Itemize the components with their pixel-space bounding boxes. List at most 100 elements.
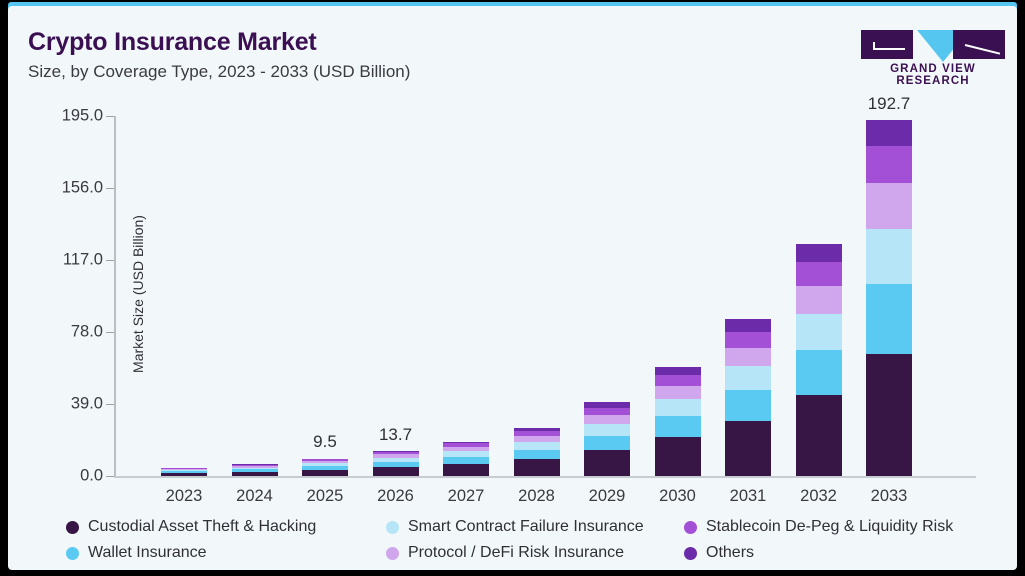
bar-segment[interactable] — [795, 244, 842, 262]
bar-segment[interactable] — [443, 456, 489, 464]
bar-segment[interactable] — [725, 420, 771, 476]
bar-segment[interactable] — [725, 332, 771, 348]
bar-segment[interactable] — [654, 437, 701, 476]
bar-segment[interactable] — [795, 285, 842, 315]
x-axis-line — [114, 476, 976, 478]
bar-segment[interactable] — [372, 461, 419, 467]
y-axis-tick-mark — [106, 116, 114, 117]
bar-segment[interactable] — [443, 441, 489, 444]
bar-segment[interactable] — [231, 469, 278, 472]
bar-segment[interactable] — [161, 471, 207, 473]
bar-2025[interactable] — [302, 458, 348, 476]
bar-segment[interactable] — [302, 458, 348, 460]
bar-2033[interactable] — [866, 120, 912, 476]
bar-segment[interactable] — [161, 467, 207, 469]
bar-segment[interactable] — [443, 451, 489, 457]
bar-segment[interactable] — [443, 443, 489, 447]
bar-2029[interactable] — [584, 402, 630, 476]
bar-segment[interactable] — [866, 182, 912, 229]
bar-segment[interactable] — [654, 386, 701, 400]
legend-item[interactable]: Protocol / DeFi Risk Insurance — [386, 544, 624, 562]
legend-item[interactable]: Smart Contract Failure Insurance — [386, 518, 644, 536]
bar-2026[interactable] — [372, 450, 419, 476]
chart-legend: Custodial Asset Theft & Hacking Wallet In… — [66, 518, 1006, 570]
bar-segment[interactable] — [302, 461, 348, 464]
logo-right-block-icon — [953, 30, 1005, 59]
bar-segment[interactable] — [866, 284, 912, 355]
bar-2024[interactable] — [231, 464, 278, 476]
bar-2028[interactable] — [513, 428, 560, 476]
bar-segment[interactable] — [443, 446, 489, 452]
bar-segment[interactable] — [513, 442, 560, 450]
legend-item[interactable]: Wallet Insurance — [66, 544, 207, 562]
bar-segment[interactable] — [513, 428, 560, 432]
bar-2023[interactable] — [161, 467, 207, 476]
bar-segment[interactable] — [231, 464, 278, 465]
bar-segment[interactable] — [161, 468, 207, 470]
legend-label: Stablecoin De-Peg & Liquidity Risk — [706, 518, 954, 535]
bar-segment[interactable] — [725, 366, 771, 391]
x-axis-tick-label: 2033 — [870, 487, 908, 505]
bar-segment[interactable] — [161, 469, 207, 472]
bar-segment[interactable] — [231, 467, 278, 470]
bar-segment[interactable] — [372, 450, 419, 452]
bar-segment[interactable] — [584, 435, 630, 451]
bar-segment[interactable] — [654, 415, 701, 438]
grand-view-research-logo: GRAND VIEW RESEARCH — [853, 30, 1013, 87]
bar-segment[interactable] — [372, 454, 419, 458]
bar-segment[interactable] — [795, 261, 842, 286]
legend-label: Smart Contract Failure Insurance — [408, 518, 644, 535]
bar-segment[interactable] — [795, 394, 842, 476]
bar-segment[interactable] — [795, 350, 842, 395]
legend-label: Wallet Insurance — [88, 544, 207, 561]
bar-segment[interactable] — [513, 449, 560, 460]
bar-segment[interactable] — [302, 469, 348, 476]
bar-segment[interactable] — [161, 472, 207, 476]
bar-value-label: 13.7 — [378, 424, 413, 444]
bar-segment[interactable] — [372, 457, 419, 462]
bar-2031[interactable] — [725, 319, 771, 476]
bar-segment[interactable] — [795, 314, 842, 351]
bar-segment[interactable] — [513, 431, 560, 436]
bar-2030[interactable] — [654, 367, 701, 476]
legend-item[interactable]: Custodial Asset Theft & Hacking — [66, 518, 316, 536]
page-subtitle: Size, by Coverage Type, 2023 - 2033 (USD… — [28, 62, 411, 81]
bar-segment[interactable] — [372, 466, 419, 476]
bar-segment[interactable] — [302, 466, 348, 470]
bar-segment[interactable] — [513, 435, 560, 443]
y-axis-tick-mark — [106, 332, 114, 333]
bar-segment[interactable] — [443, 463, 489, 476]
legend-item[interactable]: Others — [684, 544, 754, 562]
x-axis-tick-label: 2025 — [306, 487, 344, 505]
bar-segment[interactable] — [231, 464, 278, 467]
bar-segment[interactable] — [725, 319, 771, 333]
bar-segment[interactable] — [584, 402, 630, 408]
bar-segment[interactable] — [654, 375, 701, 387]
bar-segment[interactable] — [513, 459, 560, 476]
bar-segment[interactable] — [654, 367, 701, 376]
bar-segment[interactable] — [725, 347, 771, 367]
bar-segment[interactable] — [302, 459, 348, 462]
bar-segment[interactable] — [584, 424, 630, 436]
legend-swatch-icon — [66, 520, 79, 534]
legend-item[interactable]: Stablecoin De-Peg & Liquidity Risk — [684, 518, 953, 536]
bar-segment[interactable] — [584, 415, 630, 425]
y-axis-title: Market Size (USD Billion) — [130, 215, 146, 373]
bar-segment[interactable] — [654, 399, 701, 416]
bar-segment[interactable] — [584, 450, 630, 476]
bar-segment[interactable] — [372, 451, 419, 455]
y-axis-tick-label: 0.0 — [80, 466, 103, 485]
bar-2027[interactable] — [443, 441, 489, 476]
bar-segment[interactable] — [866, 145, 912, 183]
x-axis-tick-label: 2024 — [236, 487, 273, 505]
bar-segment[interactable] — [866, 228, 912, 285]
bar-segment[interactable] — [866, 120, 912, 146]
bar-segment[interactable] — [231, 471, 278, 476]
bar-segment[interactable] — [302, 463, 348, 467]
bar-segment[interactable] — [231, 466, 278, 468]
bar-segment[interactable] — [584, 407, 630, 416]
legend-label: Custodial Asset Theft & Hacking — [88, 518, 317, 535]
bar-segment[interactable] — [866, 354, 912, 476]
bar-2032[interactable] — [795, 244, 842, 476]
bar-segment[interactable] — [725, 390, 771, 421]
